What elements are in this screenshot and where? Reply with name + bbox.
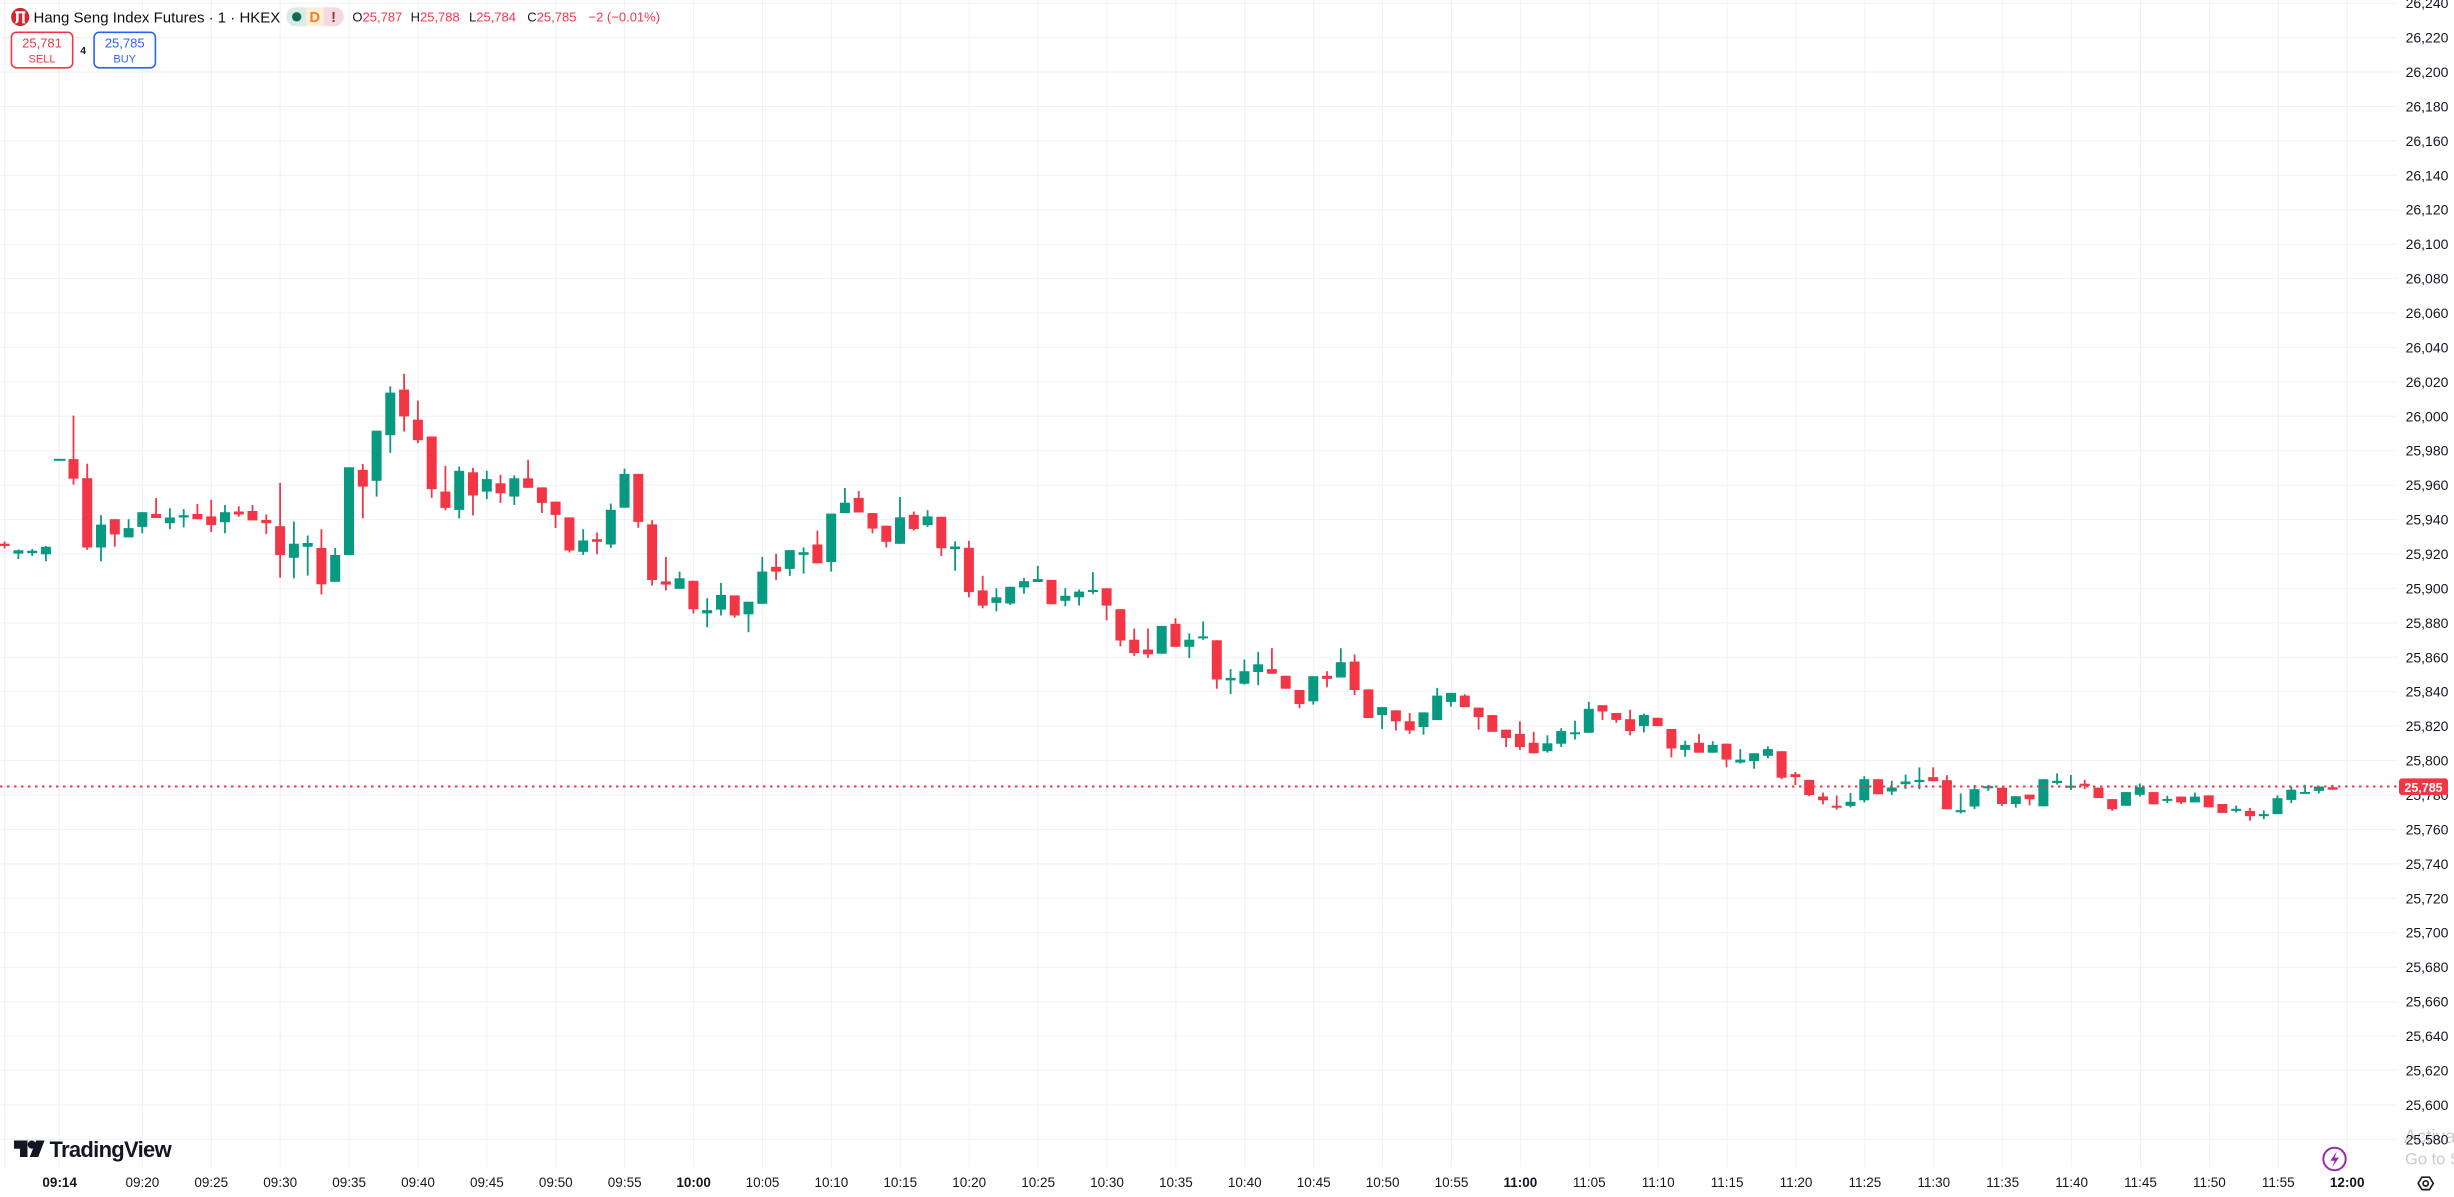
svg-text:Activa: Activa <box>2404 1127 2454 1148</box>
svg-text:25,820: 25,820 <box>2406 718 2449 734</box>
svg-text:09:40: 09:40 <box>401 1175 435 1190</box>
svg-text:25,640: 25,640 <box>2406 1028 2449 1044</box>
svg-text:25,660: 25,660 <box>2406 994 2449 1010</box>
svg-text:11:05: 11:05 <box>1573 1175 1606 1190</box>
svg-text:10:40: 10:40 <box>1228 1175 1262 1190</box>
svg-text:D: D <box>310 10 320 26</box>
svg-text:09:50: 09:50 <box>539 1175 573 1190</box>
svg-text:26,240: 26,240 <box>2406 0 2449 11</box>
svg-text:10:20: 10:20 <box>952 1175 986 1190</box>
svg-text:12:00: 12:00 <box>2330 1175 2365 1190</box>
svg-text:11:35: 11:35 <box>1986 1175 2019 1190</box>
svg-text:26,020: 26,020 <box>2406 374 2449 390</box>
svg-text:10:15: 10:15 <box>883 1175 917 1190</box>
svg-text:26,200: 26,200 <box>2406 64 2449 80</box>
svg-text:25,785: 25,785 <box>2404 781 2442 795</box>
svg-text:4: 4 <box>80 45 86 57</box>
svg-text:09:30: 09:30 <box>263 1175 297 1190</box>
svg-text:25,580: 25,580 <box>2406 1131 2449 1147</box>
svg-text:Hang Seng Index Futures · 1 ·: Hang Seng Index Futures · 1 · HKEX <box>34 9 281 26</box>
svg-text:25,680: 25,680 <box>2406 959 2449 975</box>
svg-text:26,220: 26,220 <box>2406 30 2449 46</box>
svg-text:11:50: 11:50 <box>2193 1175 2226 1190</box>
svg-text:10:00: 10:00 <box>676 1175 711 1190</box>
svg-text:11:45: 11:45 <box>2124 1175 2157 1190</box>
svg-text:11:40: 11:40 <box>2055 1175 2088 1190</box>
svg-text:25,620: 25,620 <box>2406 1062 2449 1078</box>
svg-text:26,140: 26,140 <box>2406 167 2449 183</box>
svg-text:10:30: 10:30 <box>1090 1175 1124 1190</box>
svg-text:10:05: 10:05 <box>746 1175 780 1190</box>
svg-text:10:45: 10:45 <box>1297 1175 1331 1190</box>
svg-text:10:10: 10:10 <box>815 1175 849 1190</box>
svg-text:11:10: 11:10 <box>1642 1175 1675 1190</box>
svg-text:25,785: 25,785 <box>105 35 145 50</box>
svg-text:26,000: 26,000 <box>2406 408 2449 424</box>
svg-text:25,700: 25,700 <box>2406 925 2449 941</box>
svg-text:26,120: 26,120 <box>2406 202 2449 218</box>
svg-text:09:20: 09:20 <box>126 1175 160 1190</box>
svg-text:25,600: 25,600 <box>2406 1097 2449 1113</box>
svg-text:!: ! <box>331 10 336 26</box>
svg-text:25,720: 25,720 <box>2406 890 2449 906</box>
svg-text:10:55: 10:55 <box>1435 1175 1469 1190</box>
svg-text:10:50: 10:50 <box>1366 1175 1400 1190</box>
svg-text:Go to S: Go to S <box>2405 1151 2454 1169</box>
svg-text:10:35: 10:35 <box>1159 1175 1193 1190</box>
svg-text:BUY: BUY <box>113 54 136 66</box>
svg-text:26,060: 26,060 <box>2406 305 2449 321</box>
svg-text:09:14: 09:14 <box>42 1175 77 1190</box>
svg-text:25,880: 25,880 <box>2406 615 2449 631</box>
svg-text:25,740: 25,740 <box>2406 856 2449 872</box>
svg-text:09:45: 09:45 <box>470 1175 504 1190</box>
svg-text:26,040: 26,040 <box>2406 340 2449 356</box>
svg-text:11:30: 11:30 <box>1917 1175 1950 1190</box>
svg-text:09:25: 09:25 <box>194 1175 228 1190</box>
svg-text:25,960: 25,960 <box>2406 477 2449 493</box>
svg-text:SELL: SELL <box>29 54 56 66</box>
svg-text:25,781: 25,781 <box>22 35 62 50</box>
svg-text:25,900: 25,900 <box>2406 580 2449 596</box>
svg-text:25,840: 25,840 <box>2406 684 2449 700</box>
svg-text:26,180: 26,180 <box>2406 99 2449 115</box>
svg-text:26,160: 26,160 <box>2406 133 2449 149</box>
svg-text:25,920: 25,920 <box>2406 546 2449 562</box>
svg-text:11:00: 11:00 <box>1504 1175 1538 1190</box>
svg-text:26,100: 26,100 <box>2406 236 2449 252</box>
svg-text:11:55: 11:55 <box>2262 1175 2295 1190</box>
svg-text:25,760: 25,760 <box>2406 821 2449 837</box>
svg-text:09:55: 09:55 <box>608 1175 642 1190</box>
svg-text:09:35: 09:35 <box>332 1175 366 1190</box>
svg-text:11:15: 11:15 <box>1711 1175 1744 1190</box>
svg-text:10:25: 10:25 <box>1021 1175 1055 1190</box>
svg-text:25,860: 25,860 <box>2406 649 2449 665</box>
svg-text:11:20: 11:20 <box>1780 1175 1813 1190</box>
svg-text:11:25: 11:25 <box>1849 1175 1882 1190</box>
svg-text:25,940: 25,940 <box>2406 512 2449 528</box>
svg-text:26,080: 26,080 <box>2406 271 2449 287</box>
svg-text:TradingView: TradingView <box>50 1137 173 1162</box>
svg-text:25,980: 25,980 <box>2406 443 2449 459</box>
svg-text:25,800: 25,800 <box>2406 753 2449 769</box>
